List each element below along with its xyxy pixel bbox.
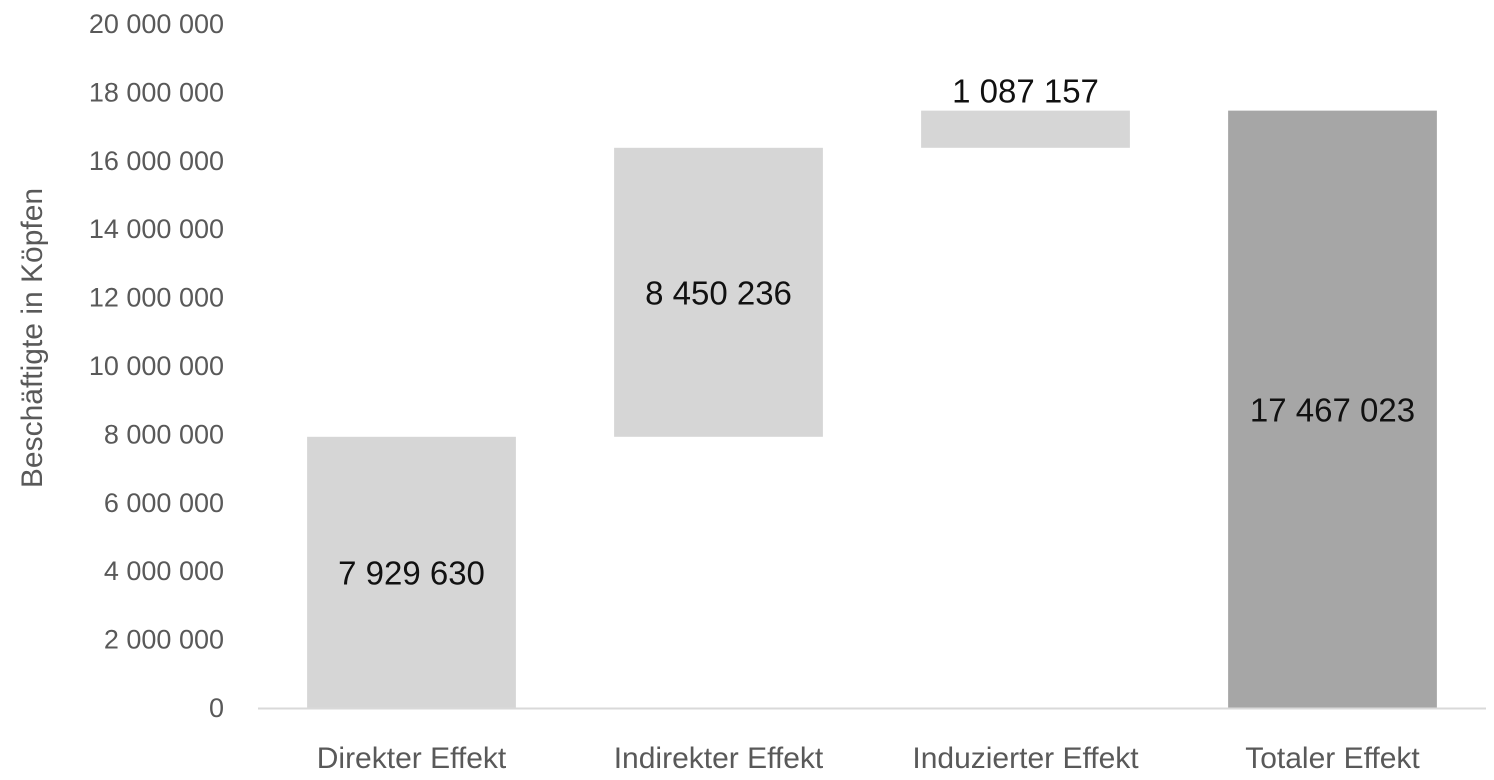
data-label-indirekter-effekt: 8 450 236 (645, 274, 792, 311)
data-labels-group: 7 929 630 8 450 236 1 087 157 17 467 023 (338, 73, 1415, 592)
y-axis-ticks: 0 2 000 000 4 000 000 6 000 000 8 000 000 10 … (89, 9, 224, 723)
y-tick-label: 8 000 000 (104, 419, 224, 449)
y-axis-title: Beschäftigte in Köpfen (16, 188, 49, 488)
data-label-induzierter-effekt: 1 087 157 (952, 73, 1099, 110)
bar-induzierter-effekt (921, 110, 1130, 148)
y-tick-label: 2 000 000 (104, 625, 224, 655)
bars-group (307, 110, 1437, 709)
y-tick-label: 0 (209, 693, 224, 723)
bar-indirekter-effekt (614, 147, 823, 437)
bar-direkter-effekt (307, 436, 516, 708)
y-tick-label: 16 000 000 (89, 146, 224, 176)
y-tick-label: 6 000 000 (104, 488, 224, 518)
x-category-label: Direkter Effekt (317, 742, 507, 775)
y-tick-label: 18 000 000 (89, 77, 224, 107)
bar-totaler-effekt (1228, 110, 1437, 709)
data-label-direkter-effekt: 7 929 630 (338, 554, 485, 591)
x-category-label: Indirekter Effekt (614, 742, 824, 775)
y-tick-label: 10 000 000 (89, 351, 224, 381)
x-category-label: Totaler Effekt (1245, 742, 1420, 775)
x-category-label: Induzierter Effekt (912, 742, 1139, 775)
data-label-totaler-effekt: 17 467 023 (1250, 391, 1415, 428)
y-tick-label: 14 000 000 (89, 214, 224, 244)
y-tick-label: 20 000 000 (89, 9, 224, 39)
y-tick-label: 4 000 000 (104, 556, 224, 586)
y-tick-label: 12 000 000 (89, 283, 224, 313)
x-axis-categories: Direkter Effekt Indirekter Effekt Induzier… (317, 742, 1421, 775)
